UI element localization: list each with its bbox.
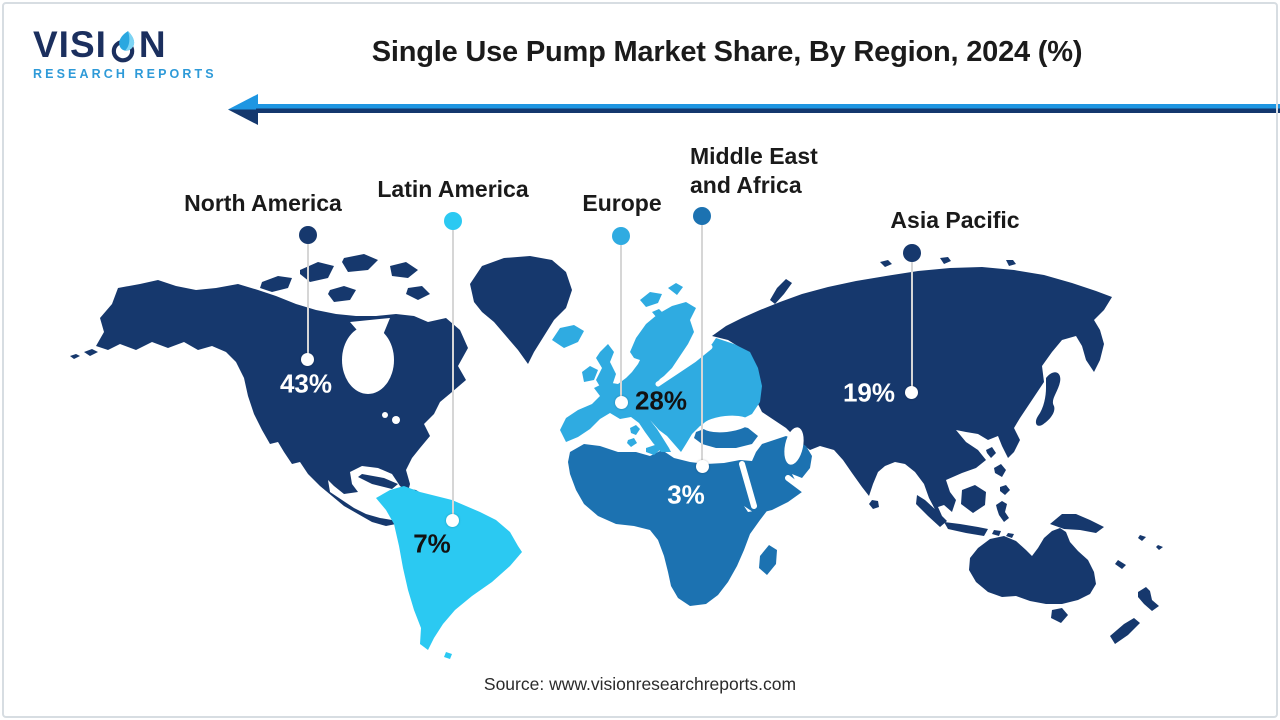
vision-logo: VISI N RESEARCH REPORTS [33, 26, 217, 81]
chart-title: Single Use Pump Market Share, By Region,… [371, 36, 1083, 68]
callout-connector-line [620, 245, 622, 397]
persian-gulf [785, 475, 807, 493]
region-europe [552, 283, 762, 455]
logo-text-end: N [138, 24, 167, 65]
callout-endpoint-dot [446, 514, 459, 527]
region-value: 28% [634, 385, 688, 416]
region-middle-east-africa [568, 424, 812, 606]
region-marker-dot [612, 227, 630, 245]
region-marker-dot [299, 226, 317, 244]
region-label: Asia Pacific [890, 207, 1020, 233]
water-drop-icon [111, 30, 135, 62]
region-asia-pacific [712, 257, 1163, 644]
region-label: North America [184, 190, 342, 216]
logo-text-start: VISI [33, 24, 107, 65]
callout-endpoint-dot [615, 396, 628, 409]
great-lakes [392, 416, 400, 424]
region-latin-america [376, 486, 522, 659]
region-label: Europe [582, 190, 662, 216]
region-value: 19% [842, 377, 896, 408]
source-line: Source: www.visionresearchreports.com [483, 674, 797, 694]
region-value: 3% [667, 479, 705, 510]
region-marker-dot [444, 212, 462, 230]
sea-overlays [655, 344, 807, 509]
hudson-bay [342, 318, 400, 424]
callout-endpoint-dot [905, 386, 918, 399]
region-marker-dot [693, 207, 711, 225]
black-sea [702, 415, 750, 433]
hudson-bay-body [342, 326, 394, 394]
red-sea [739, 461, 757, 509]
region-label: Middle East and Africa [690, 143, 818, 198]
callout-connector-line [911, 262, 913, 387]
logo-wordmark: VISI N [33, 26, 217, 63]
callout-endpoint-dot [301, 353, 314, 366]
callout-connector-line [701, 225, 703, 461]
callout-endpoint-dot [696, 460, 709, 473]
region-value: 7% [413, 528, 451, 559]
region-value: 43% [279, 368, 333, 399]
callout-connector-line [452, 230, 454, 515]
region-marker-dot [903, 244, 921, 262]
callout-connector-line [307, 244, 309, 356]
logo-subtitle: RESEARCH REPORTS [33, 67, 217, 81]
great-lakes-2 [382, 412, 388, 418]
caspian-sea [784, 427, 804, 465]
region-north-america [70, 254, 572, 526]
region-label: Latin America [377, 176, 529, 202]
